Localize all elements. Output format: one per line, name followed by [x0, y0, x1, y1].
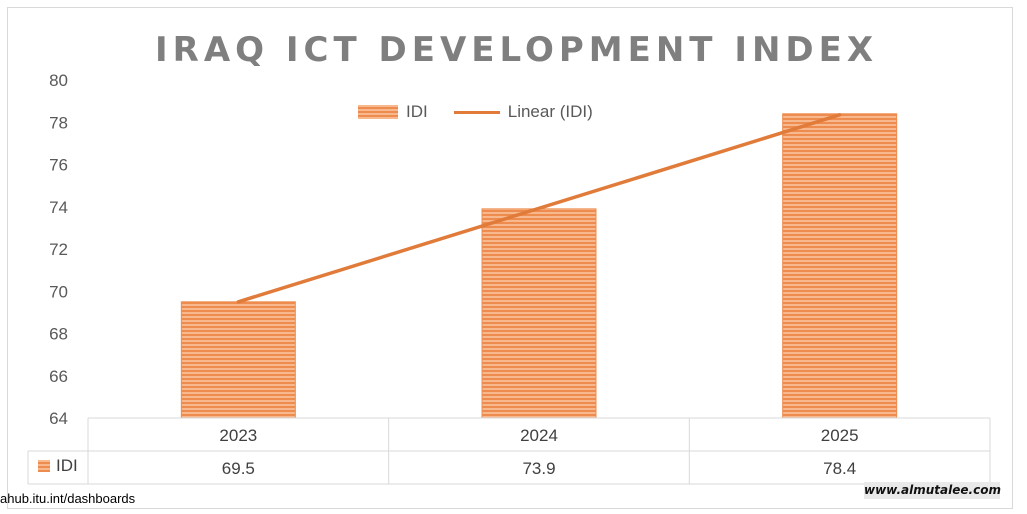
bar-2023: [180, 301, 296, 419]
x-tick-label: 2024: [520, 426, 558, 445]
legend-bar-swatch: [358, 105, 398, 119]
legend: IDI Linear (IDI): [358, 102, 593, 122]
x-tick-label: 2023: [219, 426, 257, 445]
legend-line-swatch: [453, 110, 500, 114]
x-tick-label: 2025: [821, 426, 859, 445]
data-table-row-label: IDI: [38, 456, 78, 476]
bar-2025: [782, 113, 898, 419]
y-tick-label: 78: [49, 113, 68, 132]
y-tick-label: 72: [49, 240, 68, 259]
source-text: ahub.itu.int/dashboards: [0, 491, 136, 506]
data-table-value: 73.9: [522, 459, 555, 478]
y-tick-label: 80: [49, 71, 68, 90]
y-tick-label: 68: [49, 325, 68, 344]
legend-label-idi: IDI: [406, 102, 428, 121]
y-tick-label: 66: [49, 367, 68, 386]
y-tick-label: 70: [49, 282, 68, 301]
trendline-linear: [236, 113, 842, 304]
y-tick-label: 74: [49, 198, 68, 217]
data-table-row-label-text: IDI: [56, 456, 78, 475]
y-tick-label: 76: [49, 156, 68, 175]
bar-2024: [481, 208, 597, 419]
legend-label-linear: Linear (IDI): [507, 102, 593, 121]
chart-title: IRAQ ICT DEVELOPMENT INDEX: [155, 30, 879, 70]
data-table-value: 78.4: [823, 459, 856, 478]
data-table-swatch: [38, 460, 50, 472]
watermark: www.almutalee.com: [864, 482, 1001, 499]
data-table-value: 69.5: [222, 459, 255, 478]
y-tick-label: 64: [49, 409, 68, 428]
